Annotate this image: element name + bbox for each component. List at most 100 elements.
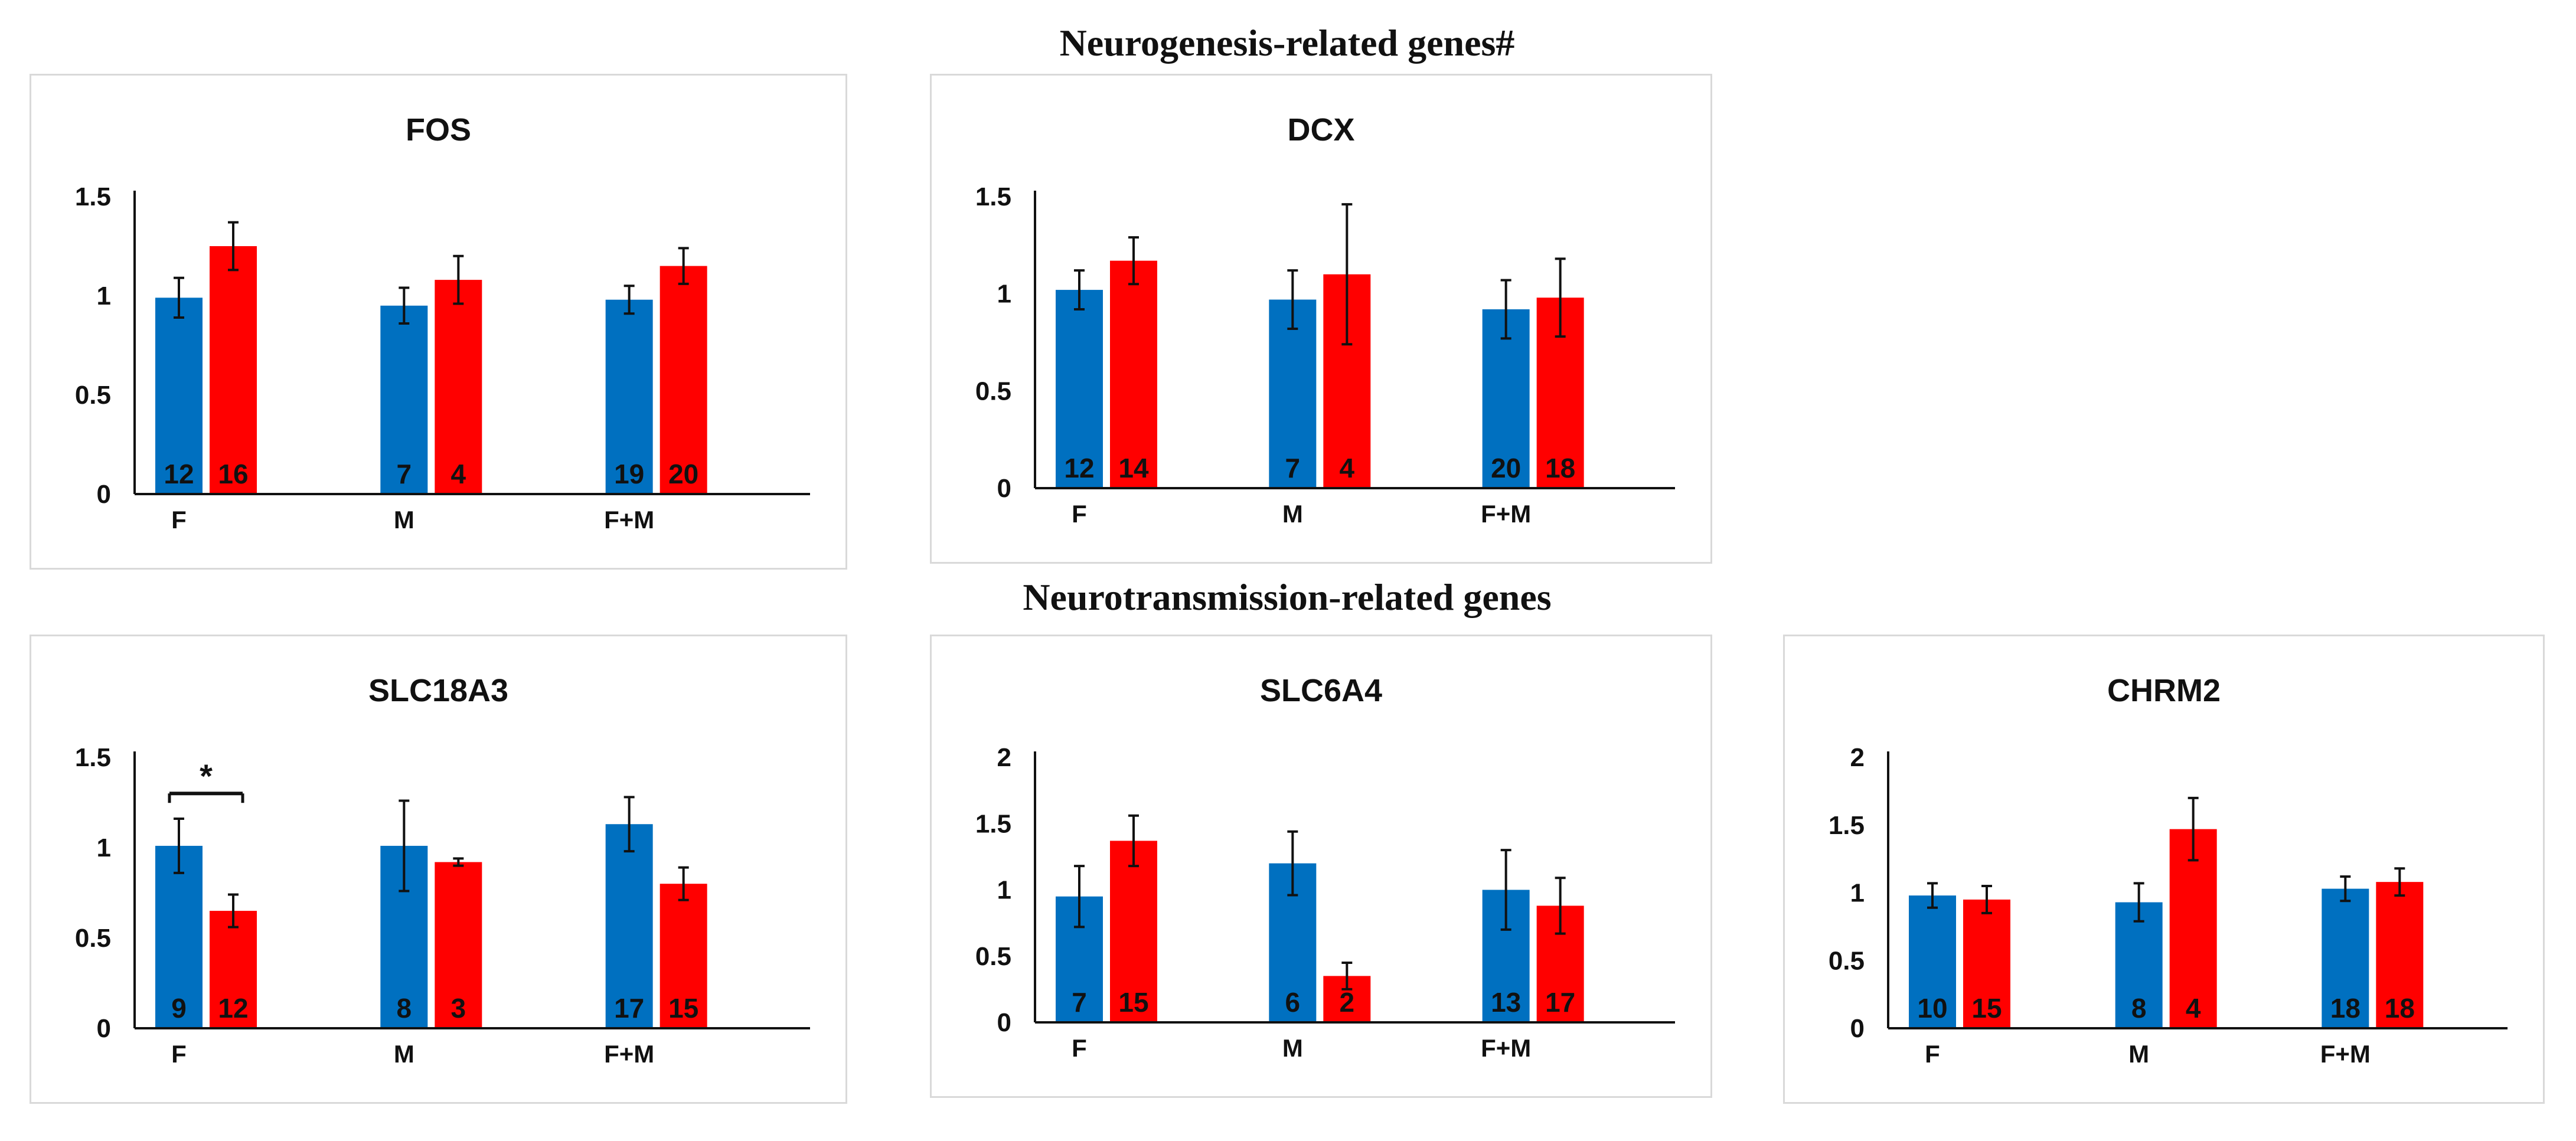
chrm2-bar-group1 xyxy=(2115,902,2163,1028)
slc6a4-ytick-label: 1 xyxy=(997,876,1011,905)
slc18a3-ytick-label: 1.5 xyxy=(75,743,111,772)
chrm2-ytick-label: 0 xyxy=(1850,1014,1865,1043)
fos-n-label: 19 xyxy=(614,459,644,489)
slc18a3-n-label: 9 xyxy=(171,993,187,1024)
dcx-category-label: F+M xyxy=(1481,500,1531,528)
chrm2-bar-group1 xyxy=(2322,888,2369,1028)
slc6a4-category-label: M xyxy=(1282,1034,1303,1062)
dcx-chart-svg: DCX 0 0.5 1 1.5 12 14 F 7 4 M 20 18 F+M xyxy=(975,112,1675,528)
slc18a3-bar-group2 xyxy=(659,884,707,1028)
dcx-bar-group2 xyxy=(1110,260,1157,488)
chart-panel-chrm2: CHRM2 0 0.5 1 1.5 2 10 15 F 8 4 M 18 18 F+M xyxy=(1783,635,2545,1104)
slc6a4-n-label: 7 xyxy=(1072,987,1087,1018)
dcx-n-label: 4 xyxy=(1340,453,1355,483)
slc18a3-category-label: M xyxy=(394,1040,414,1068)
fos-bar-group1 xyxy=(605,299,653,494)
fos-n-label: 20 xyxy=(668,459,698,489)
slc6a4-n-label: 15 xyxy=(1118,987,1148,1018)
slc18a3-n-label: 15 xyxy=(668,993,698,1024)
slc18a3-bar-group2 xyxy=(435,862,482,1028)
chrm2-n-label: 18 xyxy=(2385,993,2415,1024)
fos-n-label: 7 xyxy=(397,459,412,489)
dcx-category-label: M xyxy=(1282,500,1303,528)
fos-ytick-label: 0 xyxy=(97,480,111,509)
fos-n-label: 16 xyxy=(218,459,248,489)
fos-bar-group2 xyxy=(210,246,257,494)
slc6a4-category-label: F+M xyxy=(1481,1034,1531,1062)
slc6a4-n-label: 17 xyxy=(1545,987,1575,1018)
chrm2-bar-group1 xyxy=(1909,895,1956,1028)
slc6a4-category-label: F xyxy=(1072,1034,1087,1062)
dcx-bar-group1 xyxy=(1269,299,1317,488)
section-title-neurogenesis: Neurogenesis-related genes# xyxy=(1059,22,1515,64)
chrm2-ytick-label: 2 xyxy=(1850,743,1865,772)
fos-n-label: 4 xyxy=(451,459,466,489)
slc6a4-ytick-label: 0 xyxy=(997,1008,1011,1037)
chrm2-n-label: 18 xyxy=(2330,993,2360,1024)
fos-ytick-label: 1.5 xyxy=(75,182,111,211)
fos-bar-group1 xyxy=(155,297,203,494)
chrm2-ytick-label: 0.5 xyxy=(1829,946,1865,975)
fos-ytick-label: 0.5 xyxy=(75,381,111,410)
slc18a3-category-label: F+M xyxy=(604,1040,654,1068)
dcx-n-label: 18 xyxy=(1545,453,1575,483)
fos-title: FOS xyxy=(406,112,471,148)
slc6a4-ytick-label: 2 xyxy=(997,743,1011,772)
slc18a3-category-label: F xyxy=(171,1040,187,1068)
dcx-n-label: 14 xyxy=(1118,453,1149,483)
slc18a3-bar-group1 xyxy=(605,824,653,1028)
dcx-ytick-label: 1.5 xyxy=(975,182,1011,211)
dcx-title: DCX xyxy=(1287,112,1354,148)
dcx-n-label: 7 xyxy=(1285,453,1301,483)
slc18a3-n-label: 12 xyxy=(218,993,248,1024)
dcx-n-label: 20 xyxy=(1491,453,1521,483)
slc6a4-ytick-label: 1.5 xyxy=(975,809,1011,838)
chrm2-category-label: F xyxy=(1925,1040,1940,1068)
chart-panel-fos: FOS 0 0.5 1 1.5 12 16 F 7 4 M 19 20 F+M xyxy=(30,74,847,570)
fos-category-label: F xyxy=(171,506,187,534)
slc6a4-ytick-label: 0.5 xyxy=(975,942,1011,971)
fos-ytick-label: 1 xyxy=(97,282,111,310)
slc6a4-chart-svg: SLC6A4 0 0.5 1 1.5 2 7 15 F 6 2 M 13 17 F+M xyxy=(975,673,1675,1062)
slc18a3-n-label: 3 xyxy=(451,993,466,1024)
chart-panel-dcx: DCX 0 0.5 1 1.5 12 14 F 7 4 M 20 18 F+M xyxy=(930,74,1712,564)
chart-panel-slc6a4: SLC6A4 0 0.5 1 1.5 2 7 15 F 6 2 M 13 17 F+M xyxy=(930,635,1712,1098)
chrm2-category-label: F+M xyxy=(2320,1040,2371,1068)
slc6a4-n-label: 13 xyxy=(1491,987,1521,1018)
slc18a3-n-label: 17 xyxy=(614,993,644,1024)
chrm2-bar-group2 xyxy=(2169,829,2217,1028)
slc18a3-chart-svg: SLC18A3 0 0.5 1 1.5 9 12 F * 8 3 M 17 15 F+M xyxy=(75,673,810,1068)
fos-category-label: M xyxy=(394,506,414,534)
slc18a3-ytick-label: 0.5 xyxy=(75,924,111,953)
slc18a3-ytick-label: 1 xyxy=(97,833,111,862)
chart-panel-slc18a3: SLC18A3 0 0.5 1 1.5 9 12 F * 8 3 M 17 15 F+M xyxy=(30,635,847,1104)
slc6a4-bar-group2 xyxy=(1110,841,1157,1022)
dcx-n-label: 12 xyxy=(1064,453,1094,483)
chrm2-bar-group2 xyxy=(1963,899,2010,1028)
dcx-bar-group1 xyxy=(1056,290,1103,488)
chrm2-bar-group2 xyxy=(2376,882,2424,1028)
dcx-category-label: F xyxy=(1072,500,1087,528)
chrm2-category-label: M xyxy=(2128,1040,2149,1068)
slc6a4-n-label: 2 xyxy=(1340,987,1355,1018)
section-title-neurotransmission: Neurotransmission-related genes xyxy=(1023,576,1552,618)
dcx-ytick-label: 1 xyxy=(997,280,1011,309)
slc18a3-ytick-label: 0 xyxy=(97,1014,111,1043)
chrm2-ytick-label: 1.5 xyxy=(1829,811,1865,840)
slc18a3-bar-group2 xyxy=(210,911,257,1028)
fos-bar-group2 xyxy=(659,266,707,494)
slc18a3-title: SLC18A3 xyxy=(368,673,508,708)
chrm2-n-label: 8 xyxy=(2131,993,2147,1024)
chrm2-ytick-label: 1 xyxy=(1850,879,1865,908)
fos-bar-group1 xyxy=(380,305,428,494)
dcx-ytick-label: 0 xyxy=(997,474,1011,503)
chrm2-n-label: 4 xyxy=(2186,993,2201,1024)
chrm2-chart-svg: CHRM2 0 0.5 1 1.5 2 10 15 F 8 4 M 18 18 F+M xyxy=(1829,673,2508,1068)
slc18a3-significance-star: * xyxy=(200,757,213,795)
slc6a4-n-label: 6 xyxy=(1285,987,1301,1018)
slc6a4-title: SLC6A4 xyxy=(1260,673,1382,708)
slc18a3-n-label: 8 xyxy=(397,993,412,1024)
dcx-ytick-label: 0.5 xyxy=(975,377,1011,406)
slc18a3-bar-group1 xyxy=(155,845,203,1028)
fos-n-label: 12 xyxy=(164,459,194,489)
